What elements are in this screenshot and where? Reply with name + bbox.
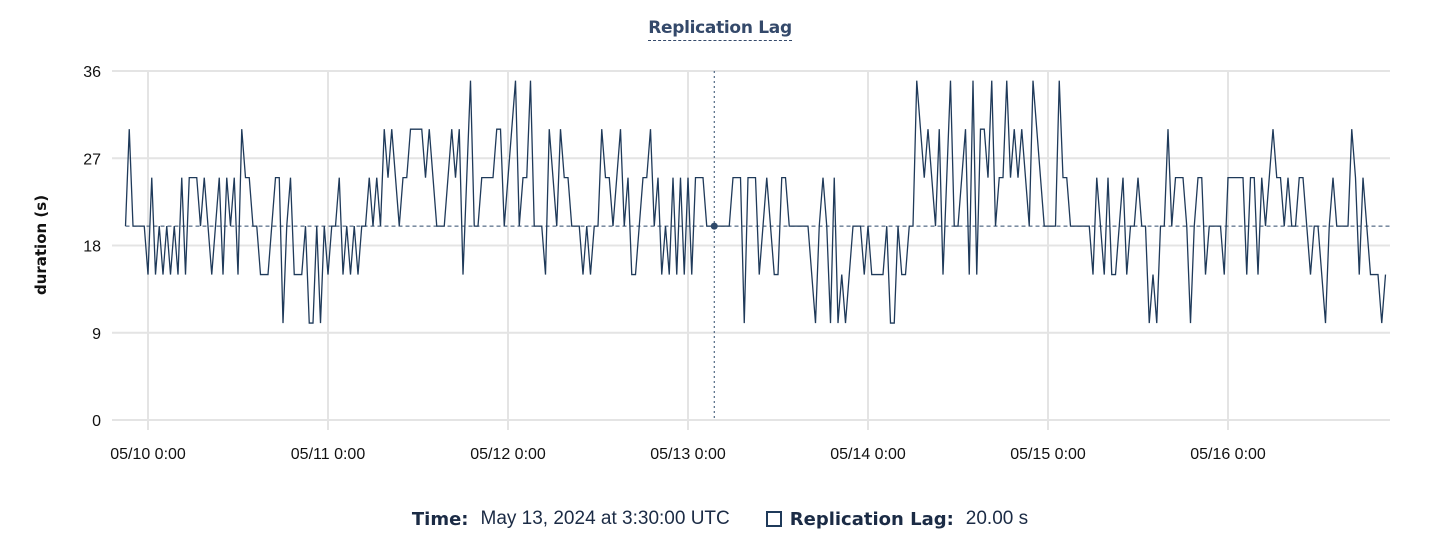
time-value: May 13, 2024 at 3:30:00 UTC: [480, 508, 730, 529]
series-value: 20.00 s: [965, 508, 1029, 529]
y-axis-ticks: 0 9 18 27 36: [83, 64, 101, 430]
tooltip-footer: Time: May 13, 2024 at 3:30:00 UTC Replic…: [0, 508, 1440, 530]
y-tick-label: 9: [92, 326, 101, 343]
y-tick-label: 18: [83, 239, 101, 256]
chart-title-text[interactable]: Replication Lag: [648, 18, 792, 41]
legend-item-replication-lag[interactable]: Replication Lag: 20.00 s: [765, 508, 1029, 530]
y-tick-label: 0: [92, 413, 101, 430]
time-label: Time:: [411, 508, 469, 530]
x-tick-label: 05/16 0:00: [1190, 446, 1266, 463]
x-tick-label: 05/11 0:00: [291, 446, 366, 463]
hover-marker: [710, 222, 718, 230]
x-tick-label: 05/13 0:00: [650, 446, 726, 463]
y-tick-label: 36: [83, 64, 101, 81]
series-toggle-checkbox[interactable]: [765, 511, 782, 527]
chart-title[interactable]: Replication Lag: [0, 18, 1440, 41]
x-axis-ticks: 05/10 0:00 05/11 0:00 05/12 0:00 05/13 0:00…: [110, 446, 1266, 463]
series-line-replication-lag: [124, 80, 1387, 324]
y-tick-label: 27: [83, 151, 101, 168]
series-label: Replication Lag:: [789, 508, 954, 530]
y-axis-label: duration (s): [32, 195, 50, 295]
grid: [112, 70, 1390, 430]
x-tick-label: 05/10 0:00: [110, 446, 186, 463]
x-tick-label: 05/15 0:00: [1010, 446, 1086, 463]
hover-group: [710, 71, 718, 420]
series-group: [124, 80, 1387, 324]
x-tick-label: 05/14 0:00: [830, 446, 906, 463]
x-tick-label: 05/12 0:00: [470, 446, 546, 463]
